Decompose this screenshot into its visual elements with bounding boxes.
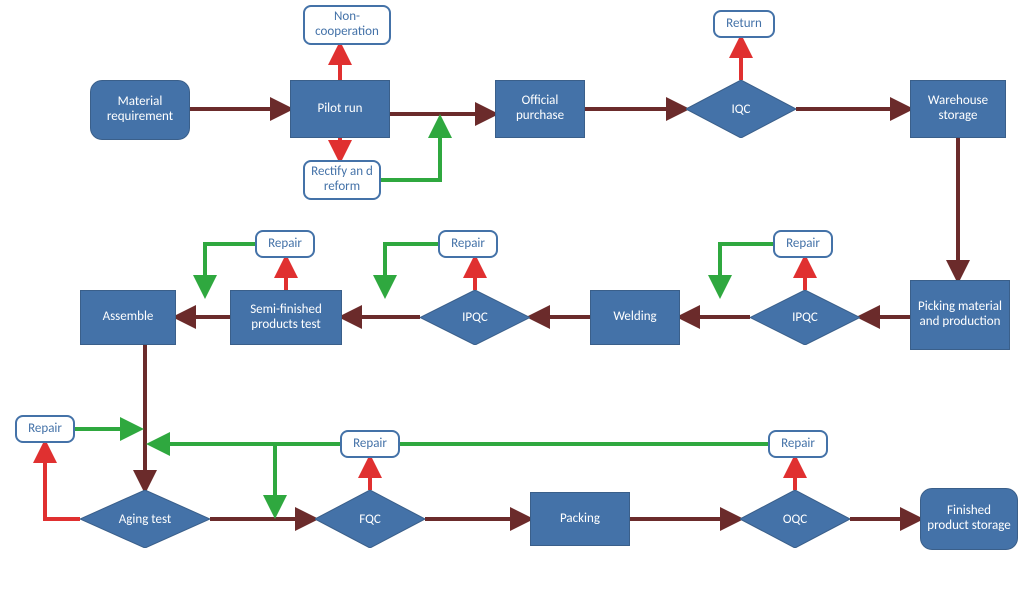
node-ipqc1: IPQC <box>750 290 860 345</box>
node-assemble: Assemble <box>80 290 176 345</box>
node-material_req: Material requirement <box>90 80 190 140</box>
node-repair_oqc: Repair <box>768 430 828 458</box>
node-label-fqc: FQC <box>315 490 425 548</box>
edge-aging-to-repair_aging <box>45 443 80 519</box>
node-iqc: IQC <box>686 80 796 138</box>
node-label-ipqc1: IPQC <box>750 290 860 345</box>
node-return: Return <box>713 10 775 38</box>
node-fqc: FQC <box>315 490 425 548</box>
node-repair_ipqc1: Repair <box>773 230 833 258</box>
node-semitest: Semi-finished products test <box>230 290 342 345</box>
node-oqc: OQC <box>740 490 850 548</box>
node-repair_semi: Repair <box>255 230 315 258</box>
edge-repair_semi-to-assemble <box>205 244 255 295</box>
node-label-ipqc2: IPQC <box>420 290 530 345</box>
node-packing: Packing <box>530 492 630 546</box>
node-repair_fqc: Repair <box>340 430 400 458</box>
node-pilot_run: Pilot run <box>290 80 390 138</box>
node-ipqc2: IPQC <box>420 290 530 345</box>
edge-repair_ipqc1-to-welding <box>720 244 773 295</box>
node-official: Official purchase <box>495 80 585 138</box>
node-repair_ipqc2: Repair <box>438 230 498 258</box>
node-finished: Finished product storage <box>920 488 1018 550</box>
node-label-iqc: IQC <box>686 80 796 138</box>
node-picking: Picking material and production <box>910 280 1010 350</box>
node-aging: Aging test <box>80 490 210 548</box>
node-welding: Welding <box>590 290 680 345</box>
node-rectify: Rectify an d reform <box>303 160 381 200</box>
node-warehouse: Warehouse storage <box>910 80 1006 138</box>
node-label-aging: Aging test <box>80 490 210 548</box>
node-repair_aging: Repair <box>15 415 75 443</box>
edge-repair_ipqc2-to-semitest <box>385 244 438 295</box>
node-noncoop: Non-cooperation <box>303 5 391 45</box>
node-label-oqc: OQC <box>740 490 850 548</box>
